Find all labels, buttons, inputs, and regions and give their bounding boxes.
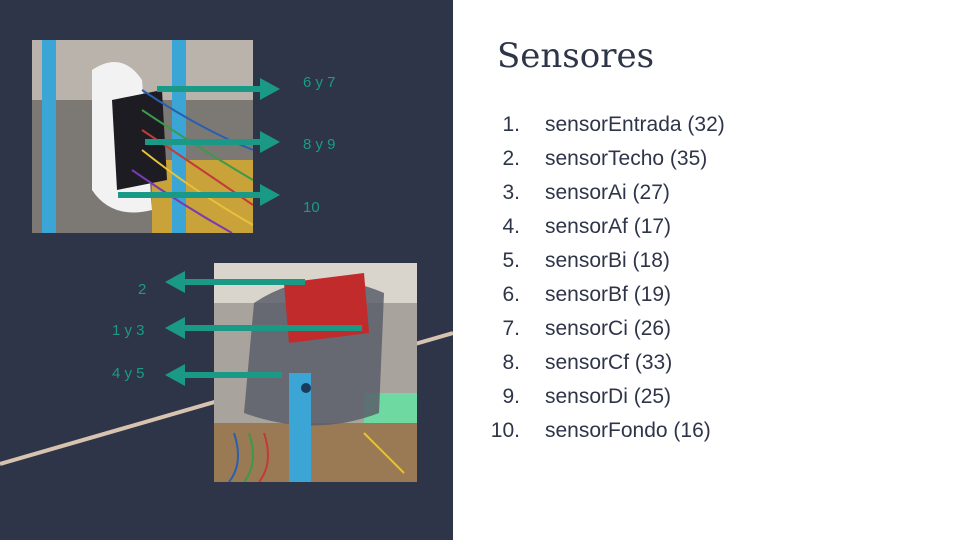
sensor-name: sensorCf (33) xyxy=(545,351,673,374)
list-item: 6. sensorBf (19) xyxy=(482,281,671,315)
sensor-name: sensorBi (18) xyxy=(545,249,670,272)
slide-title: Sensores xyxy=(497,36,655,76)
arrow-right-icon xyxy=(145,131,280,153)
arrow-left-icon xyxy=(165,317,362,339)
label-1-y-3: 1 y 3 xyxy=(112,322,145,339)
sensor-name: sensorDi (25) xyxy=(545,385,672,408)
list-number: 5. xyxy=(502,249,520,272)
sensor-name: sensorAi (27) xyxy=(545,181,670,204)
list-item: 5. sensorBi (18) xyxy=(482,247,669,281)
sensor-name: sensorEntrada (32) xyxy=(545,113,725,136)
arrow-right-icon xyxy=(118,184,280,206)
list-item: 10. sensorFondo (16) xyxy=(482,417,711,451)
label-4-y-5: 4 y 5 xyxy=(112,365,145,382)
arrow-left-icon xyxy=(165,364,282,386)
list-number: 1. xyxy=(502,113,520,136)
arrow-left-icon xyxy=(165,271,305,293)
photo-bottom-illustration xyxy=(214,263,417,482)
label-6-y-7: 6 y 7 xyxy=(303,74,336,91)
list-item: 8. sensorCf (33) xyxy=(482,349,672,383)
list-number: 2. xyxy=(502,147,520,170)
sensor-name: sensorFondo (16) xyxy=(545,419,711,442)
list-number: 9. xyxy=(502,385,520,408)
list-item: 3. sensorAi (27) xyxy=(482,179,669,213)
list-number: 10. xyxy=(490,419,520,442)
arrow-right-icon xyxy=(157,78,280,100)
list-item: 9. sensorDi (25) xyxy=(482,383,671,417)
label-10: 10 xyxy=(303,199,320,216)
sensor-photo-bottom xyxy=(214,263,417,482)
label-8-y-9: 8 y 9 xyxy=(303,136,336,153)
left-panel: 6 y 7 8 y 9 10 xyxy=(0,0,453,540)
sensor-name: sensorCi (26) xyxy=(545,317,672,340)
sensor-list: 1. sensorEntrada (32) 2. sensorTecho (35) … xyxy=(482,111,725,451)
sensor-name: sensorTecho (35) xyxy=(545,147,708,170)
sensor-name: sensorBf (19) xyxy=(545,283,672,306)
list-item: 2. sensorTecho (35) xyxy=(482,145,707,179)
list-item: 7. sensorCi (26) xyxy=(482,315,671,349)
sensor-name: sensorAf (17) xyxy=(545,215,672,238)
list-number: 8. xyxy=(502,351,520,374)
list-number: 6. xyxy=(502,283,520,306)
list-number: 7. xyxy=(502,317,520,340)
label-2: 2 xyxy=(138,281,147,298)
list-item: 1. sensorEntrada (32) xyxy=(482,111,724,145)
list-number: 4. xyxy=(502,215,520,238)
list-item: 4. sensorAf (17) xyxy=(482,213,671,247)
list-number: 3. xyxy=(502,181,520,204)
